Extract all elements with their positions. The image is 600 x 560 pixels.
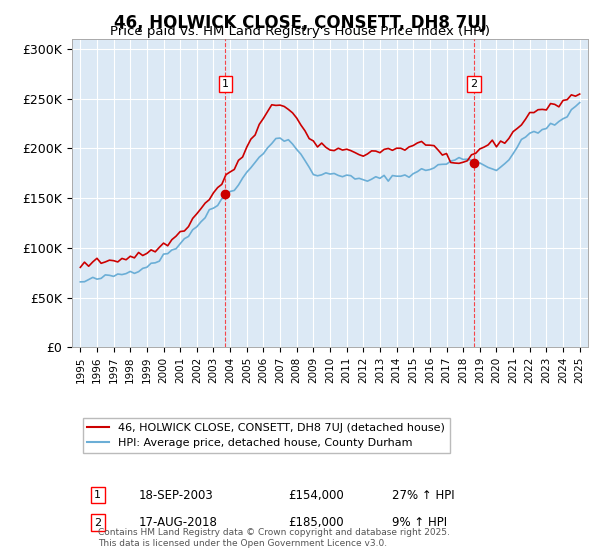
- Text: Price paid vs. HM Land Registry's House Price Index (HPI): Price paid vs. HM Land Registry's House …: [110, 25, 490, 38]
- Text: 18-SEP-2003: 18-SEP-2003: [139, 488, 214, 502]
- Text: £185,000: £185,000: [289, 516, 344, 529]
- Text: 17-AUG-2018: 17-AUG-2018: [139, 516, 218, 529]
- Text: 46, HOLWICK CLOSE, CONSETT, DH8 7UJ: 46, HOLWICK CLOSE, CONSETT, DH8 7UJ: [113, 14, 487, 32]
- Text: 2: 2: [94, 518, 101, 528]
- Text: £154,000: £154,000: [289, 488, 344, 502]
- Text: 1: 1: [94, 490, 101, 500]
- Text: Contains HM Land Registry data © Crown copyright and database right 2025.
This d: Contains HM Land Registry data © Crown c…: [98, 529, 449, 548]
- Text: 27% ↑ HPI: 27% ↑ HPI: [392, 488, 455, 502]
- Text: 9% ↑ HPI: 9% ↑ HPI: [392, 516, 447, 529]
- Text: 1: 1: [222, 79, 229, 89]
- Text: 2: 2: [470, 79, 477, 89]
- Legend: 46, HOLWICK CLOSE, CONSETT, DH8 7UJ (detached house), HPI: Average price, detach: 46, HOLWICK CLOSE, CONSETT, DH8 7UJ (det…: [83, 418, 449, 452]
